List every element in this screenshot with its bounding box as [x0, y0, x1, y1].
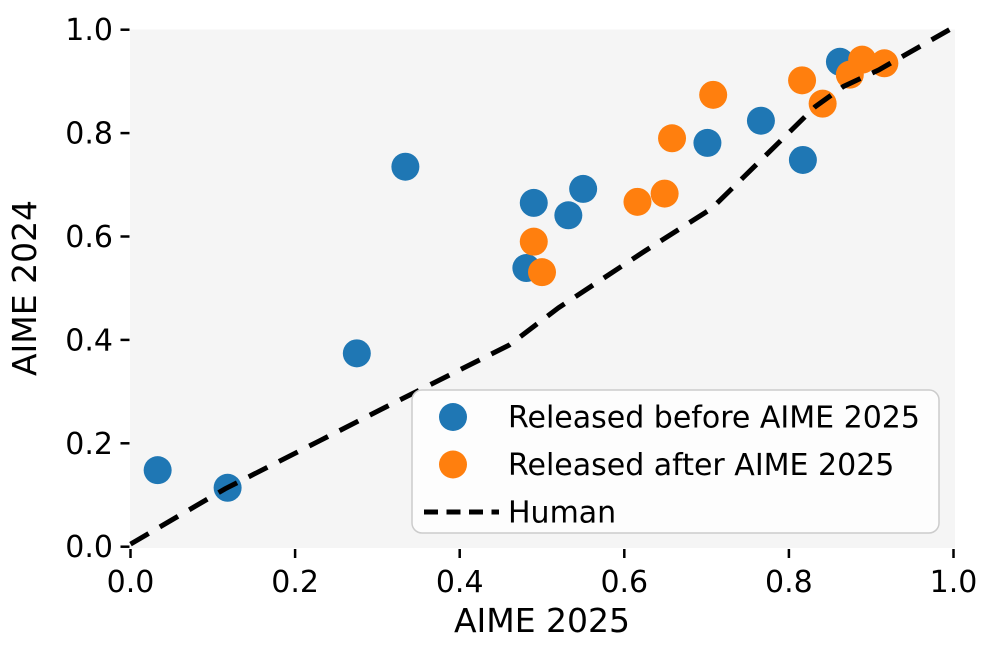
human-line: [129, 27, 951, 547]
data-point-released-after: [650, 179, 679, 208]
y-axis-ticks: 0.0 0.2 0.4 0.6 0.8 1.0: [65, 13, 130, 565]
x-axis-ticks: 0.0 0.2 0.4 0.6 0.8 1.0: [107, 549, 978, 600]
legend-marker-released-after-icon: [439, 450, 467, 479]
data-point-released-after: [699, 80, 728, 109]
legend-label-human: Human: [508, 496, 616, 531]
y-tick-label: 0.0: [65, 530, 113, 565]
legend-marker-released-before-icon: [439, 403, 467, 431]
x-tick-label: 1.0: [930, 565, 978, 600]
x-tick-label: 0.0: [107, 565, 155, 600]
y-tick-label: 0.8: [65, 117, 113, 152]
data-point-released-before: [788, 145, 817, 174]
x-tick-label: 0.2: [271, 565, 319, 600]
x-axis-label: AIME 2025: [454, 601, 630, 640]
y-tick-label: 0.2: [65, 427, 113, 462]
y-tick-label: 0.4: [65, 323, 113, 358]
data-point-released-before: [554, 201, 583, 230]
legend-box: [411, 389, 940, 534]
data-point-released-before: [391, 152, 420, 181]
y-axis-label: AIME 2024: [5, 200, 44, 376]
legend: Released before AIME 2025 Released after…: [411, 389, 940, 534]
data-point-released-after: [623, 187, 652, 216]
data-point-released-before: [569, 174, 598, 203]
x-tick-label: 0.8: [765, 565, 813, 600]
data-point-released-after: [519, 227, 548, 256]
data-point-released-before: [342, 339, 371, 368]
data-point-released-after: [658, 124, 687, 153]
data-point-released-after: [528, 258, 556, 287]
data-point-released-after: [848, 45, 877, 74]
x-tick-label: 0.6: [600, 565, 648, 600]
data-point-released-before: [746, 106, 775, 135]
legend-label-released-before: Released before AIME 2025: [508, 401, 920, 436]
legend-label-released-after: Released after AIME 2025: [508, 448, 894, 483]
x-tick-label: 0.4: [436, 565, 484, 600]
data-point-released-before: [143, 456, 172, 485]
y-tick-label: 0.6: [65, 220, 113, 255]
data-point-released-after: [788, 66, 817, 95]
data-point-released-before: [693, 128, 722, 157]
y-tick-label: 1.0: [65, 13, 113, 48]
series-released-before-points: [143, 47, 854, 502]
data-point-released-before: [519, 188, 548, 217]
